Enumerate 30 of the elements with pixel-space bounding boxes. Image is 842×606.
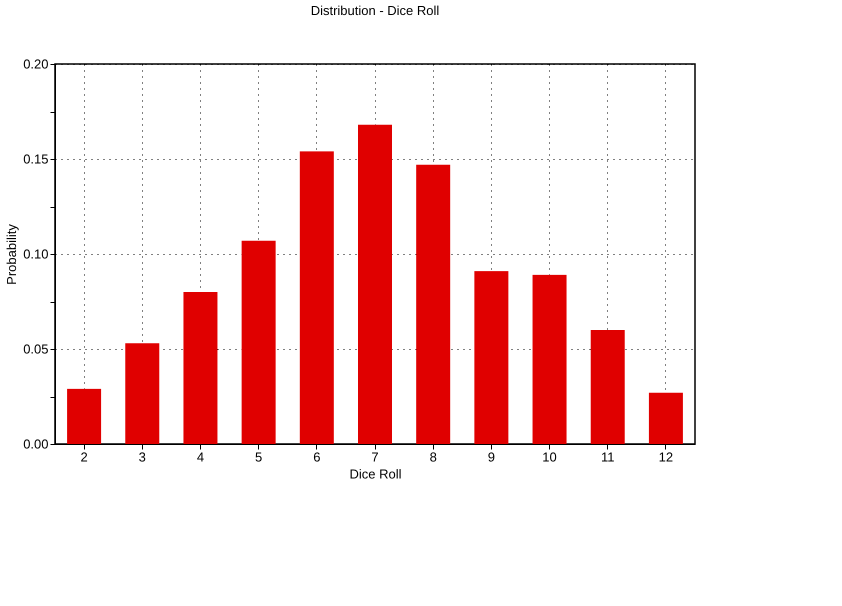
x-tick-label: 4	[196, 450, 204, 464]
bar	[532, 274, 567, 444]
x-tick-label: 8	[430, 450, 437, 464]
bar	[183, 292, 218, 444]
bar	[67, 388, 102, 444]
x-axis-title: Dice Roll	[349, 466, 402, 482]
y-axis-title: Probability	[4, 224, 20, 285]
bar	[416, 164, 450, 444]
bar	[590, 330, 625, 444]
x-tick-label: 11	[600, 450, 614, 464]
x-tick-label: 3	[138, 450, 146, 464]
y-tick-label: 0.15	[23, 152, 48, 166]
bar	[125, 343, 160, 444]
bar	[474, 271, 508, 444]
y-tick-label: 0.20	[23, 56, 48, 72]
chart-title: Distribution - Dice Roll	[310, 3, 440, 18]
bar	[648, 392, 683, 444]
y-tick-label: 0.10	[23, 246, 48, 262]
bar	[242, 240, 276, 444]
x-tick-label: 7	[371, 450, 379, 464]
bar	[300, 151, 334, 444]
x-tick-label: 12	[658, 450, 674, 464]
x-tick-label: 6	[313, 450, 320, 464]
x-tick-label: 9	[488, 450, 495, 464]
y-tick-label: 0.05	[23, 342, 48, 356]
x-tick-label: 5	[255, 450, 262, 464]
x-tick-label: 10	[542, 450, 557, 464]
x-tick-label: 2	[80, 450, 88, 464]
bar	[358, 124, 392, 444]
y-tick-label: 0.00	[23, 436, 48, 452]
